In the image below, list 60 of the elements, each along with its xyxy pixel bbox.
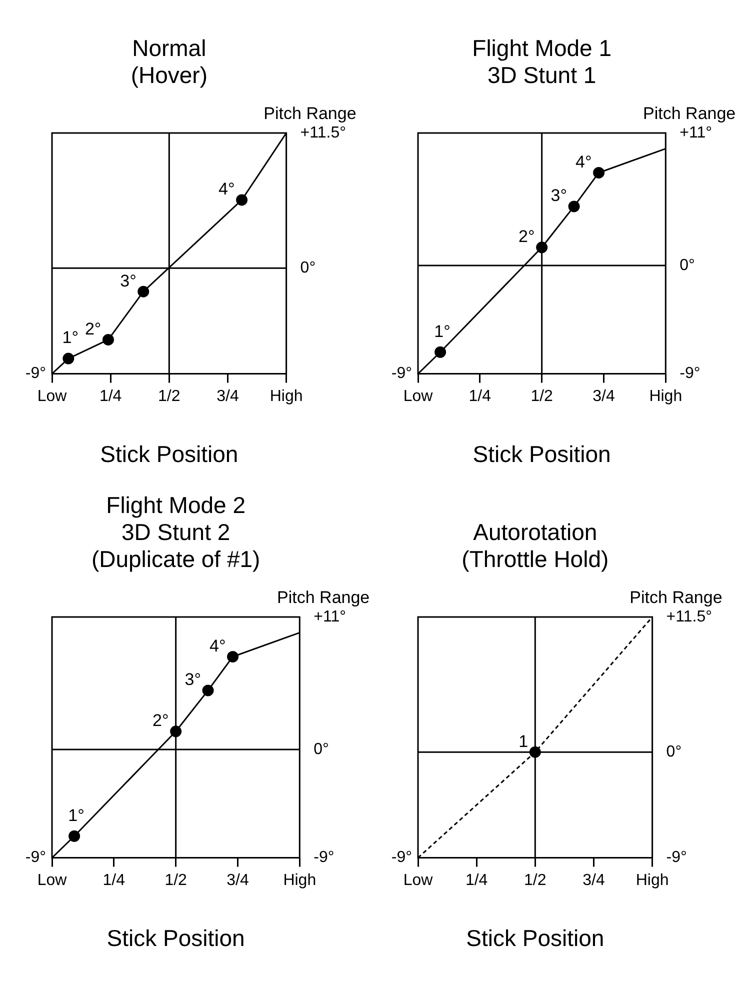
- chart-title: Flight Mode 2 3D Stunt 2 (Duplicate of #1): [91, 492, 260, 572]
- x-tick-label: 1/2: [524, 872, 546, 889]
- y-tick-label: +11.5°: [300, 124, 346, 142]
- chart-title: Autorotation (Throttle Hold): [462, 519, 609, 572]
- text: -9°: [25, 365, 46, 382]
- x-tick-label: 3/4: [592, 388, 615, 405]
- annotation: 4°: [210, 636, 226, 656]
- text: -9°: [25, 849, 46, 866]
- y-tick-label: 0°: [680, 256, 695, 274]
- annotation: 1°: [434, 322, 450, 341]
- x-tick-label: Low: [403, 388, 434, 405]
- x-tick-label: 1/4: [102, 872, 126, 889]
- y-tick-label: 0°: [314, 740, 329, 758]
- x-tick-label: High: [649, 388, 682, 405]
- y-tick-label: -9°: [666, 849, 687, 866]
- y-tick-label: 0°: [300, 259, 316, 276]
- y-tick-label: 0°: [666, 743, 682, 760]
- x-tick-label: High: [283, 872, 316, 889]
- x-tick-label: High: [636, 872, 669, 889]
- x-tick-label: Low: [37, 872, 68, 889]
- x-axis-title: Stick Position: [466, 924, 604, 951]
- x-axis-title: Stick Position: [472, 440, 611, 467]
- chart-title: Normal (Hover): [130, 35, 208, 88]
- text: -9°: [391, 849, 412, 866]
- y-axis-title: Pitch Range: [264, 104, 356, 123]
- y-tick-label: -9°: [680, 365, 700, 382]
- annotation: 2°: [152, 711, 169, 730]
- y-axis-title: Pitch Range: [630, 588, 722, 607]
- annotation: 2°: [518, 227, 535, 246]
- x-tick-label: 1/2: [164, 872, 188, 889]
- x-tick-label: 1/4: [465, 872, 488, 889]
- text: -9°: [391, 365, 412, 382]
- x-tick-label: 3/4: [216, 388, 239, 405]
- annotation: 4°: [218, 180, 235, 199]
- x-tick-label: 1/2: [530, 388, 554, 405]
- y-tick-label: +11°: [314, 608, 346, 626]
- x-tick-label: 3/4: [226, 872, 249, 889]
- annotation: 3°: [184, 670, 202, 690]
- annotation: 1°: [68, 806, 84, 825]
- y-tick-label: +11°: [680, 124, 712, 142]
- x-tick-label: Low: [403, 872, 434, 889]
- annotation: 1: [518, 732, 528, 751]
- chart-title: Flight Mode 1 3D Stunt 1: [472, 35, 612, 88]
- x-tick-label: 3/4: [582, 872, 605, 889]
- annotation: 3°: [120, 271, 136, 290]
- y-tick-label: +11.5°: [666, 608, 712, 626]
- annotation: 2°: [84, 319, 102, 338]
- y-axis-title: Pitch Range: [277, 588, 370, 607]
- x-tick-label: 1/4: [468, 388, 492, 405]
- x-tick-label: 1/4: [99, 388, 122, 405]
- annotation: 4°: [576, 152, 592, 172]
- y-tick-label: -9°: [314, 849, 334, 866]
- x-tick-label: Low: [37, 388, 68, 405]
- x-axis-title: Stick Position: [106, 924, 245, 951]
- x-tick-label: 1/2: [158, 388, 180, 405]
- x-tick-label: High: [270, 388, 303, 405]
- x-axis-title: Stick Position: [100, 440, 238, 467]
- y-axis-title: Pitch Range: [643, 104, 736, 123]
- annotation: 3°: [550, 186, 568, 206]
- annotation: 1°: [62, 328, 79, 348]
